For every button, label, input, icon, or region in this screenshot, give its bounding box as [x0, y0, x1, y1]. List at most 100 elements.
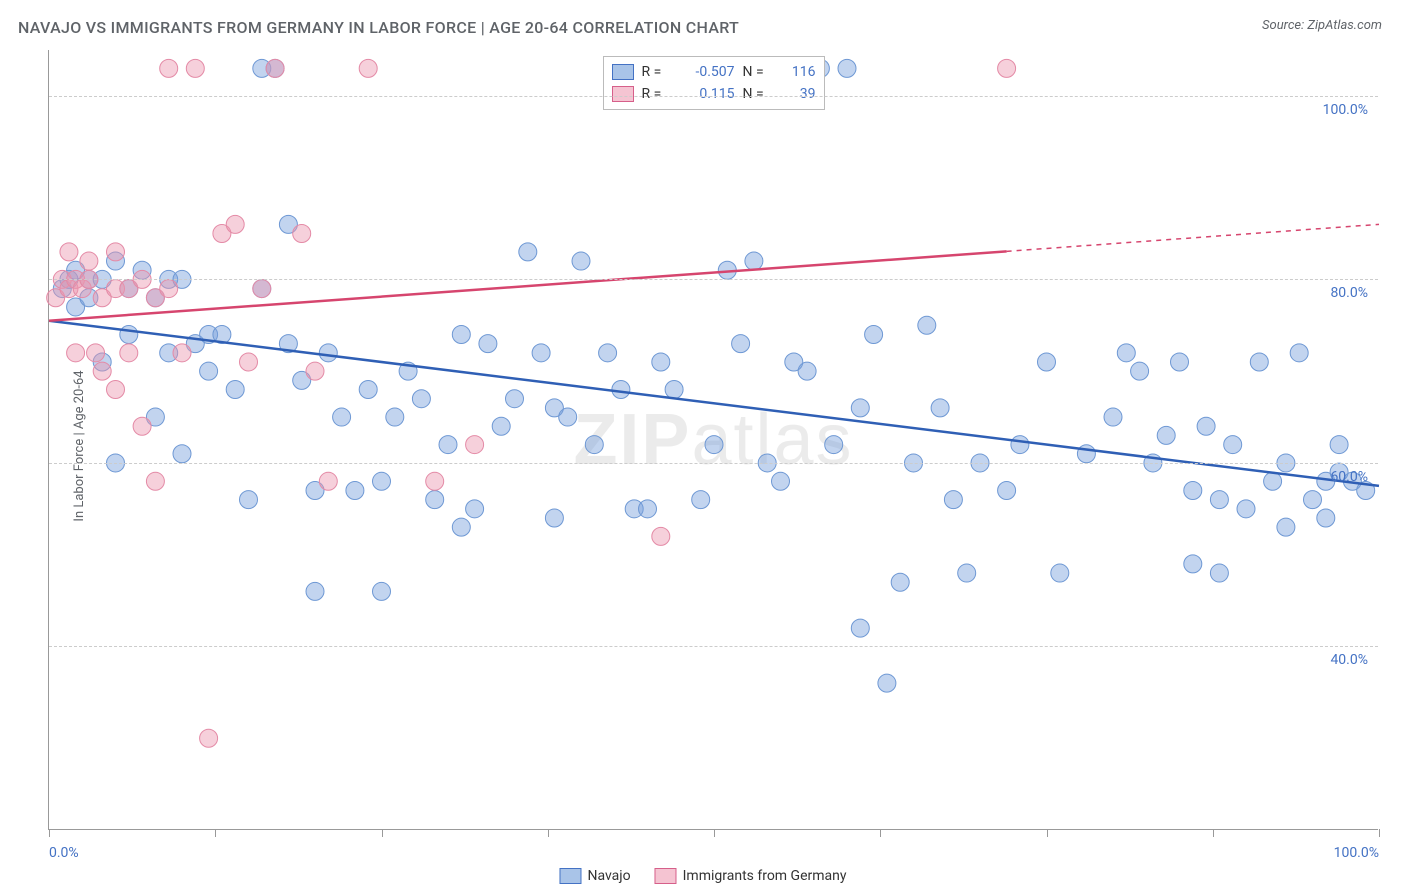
legend-row: R =0.115N =39	[612, 83, 816, 105]
scatter-point	[652, 353, 670, 371]
scatter-point	[466, 436, 484, 454]
scatter-point	[479, 335, 497, 353]
scatter-point	[160, 280, 178, 298]
x-tick	[880, 829, 881, 837]
legend-swatch	[612, 64, 634, 80]
x-tick	[1213, 829, 1214, 837]
legend-row: R =-0.507N =116	[612, 61, 816, 83]
scatter-point	[333, 408, 351, 426]
scatter-point	[439, 436, 457, 454]
y-tick-label: 80.0%	[1330, 285, 1368, 301]
scatter-point	[1224, 436, 1242, 454]
scatter-point	[851, 619, 869, 637]
scatter-point	[1237, 500, 1255, 518]
scatter-point	[772, 472, 790, 490]
scatter-point	[878, 674, 896, 692]
scatter-point	[146, 472, 164, 490]
scatter-point	[306, 582, 324, 600]
scatter-point	[545, 509, 563, 527]
scatter-point	[107, 381, 125, 399]
scatter-point	[1184, 481, 1202, 499]
scatter-point	[838, 59, 856, 77]
scatter-point	[851, 399, 869, 417]
legend-swatch	[559, 868, 581, 884]
scatter-point	[519, 243, 537, 261]
scatter-point	[253, 280, 271, 298]
scatter-point	[1264, 472, 1282, 490]
scatter-point	[1277, 518, 1295, 536]
scatter-point	[359, 59, 377, 77]
trend-line-dashed	[1007, 224, 1379, 251]
legend-swatch	[655, 868, 677, 884]
x-tick	[548, 829, 549, 837]
trend-line	[49, 321, 1379, 486]
scatter-point	[1104, 408, 1122, 426]
legend-r-label: R =	[642, 83, 672, 105]
scatter-point	[1077, 445, 1095, 463]
correlation-legend: R =-0.507N =116R =0.115N =39	[603, 56, 825, 110]
scatter-point	[1117, 344, 1135, 362]
trend-line	[49, 251, 1007, 320]
scatter-point	[1290, 344, 1308, 362]
scatter-point	[492, 417, 510, 435]
scatter-point	[745, 252, 763, 270]
scatter-point	[466, 500, 484, 518]
scatter-point	[1038, 353, 1056, 371]
scatter-point	[173, 445, 191, 463]
scatter-point	[426, 472, 444, 490]
legend-n-value: 116	[781, 61, 816, 83]
scatter-point	[1210, 491, 1228, 509]
scatter-point	[639, 500, 657, 518]
scatter-point	[120, 325, 138, 343]
scatter-point	[1184, 555, 1202, 573]
scatter-point	[732, 335, 750, 353]
x-tick-label: 0.0%	[49, 845, 79, 861]
scatter-point	[107, 243, 125, 261]
scatter-point	[452, 518, 470, 536]
x-tick	[49, 829, 50, 837]
scatter-point	[240, 353, 258, 371]
scatter-point	[585, 436, 603, 454]
series-legend: NavajoImmigrants from Germany	[559, 868, 846, 884]
legend-n-label: N =	[743, 83, 773, 105]
scatter-point	[532, 344, 550, 362]
scatter-point	[705, 436, 723, 454]
y-tick-label: 40.0%	[1330, 652, 1368, 668]
scatter-point	[200, 729, 218, 747]
scatter-point	[825, 436, 843, 454]
scatter-point	[612, 381, 630, 399]
scatter-point	[226, 381, 244, 399]
x-tick	[215, 829, 216, 837]
scatter-point	[319, 472, 337, 490]
scatter-point	[60, 243, 78, 261]
scatter-point	[572, 252, 590, 270]
scatter-point	[958, 564, 976, 582]
legend-r-label: R =	[642, 61, 672, 83]
scatter-point	[87, 344, 105, 362]
scatter-point	[426, 491, 444, 509]
scatter-point	[599, 344, 617, 362]
scatter-point	[306, 362, 324, 380]
scatter-point	[891, 573, 909, 591]
scatter-point	[293, 225, 311, 243]
scatter-point	[386, 408, 404, 426]
gridline	[49, 279, 1378, 280]
chart-svg	[49, 50, 1378, 829]
scatter-point	[160, 59, 178, 77]
legend-r-value: 0.115	[680, 83, 735, 105]
scatter-point	[944, 491, 962, 509]
x-tick-label: 100.0%	[1334, 845, 1379, 861]
scatter-point	[1171, 353, 1189, 371]
scatter-point	[1011, 436, 1029, 454]
scatter-point	[1250, 353, 1268, 371]
legend-label: Navajo	[587, 868, 630, 884]
scatter-point	[359, 381, 377, 399]
gridline	[49, 646, 1378, 647]
scatter-point	[1131, 362, 1149, 380]
plot-area: ZIPatlas R =-0.507N =116R =0.115N =39 40…	[48, 50, 1378, 830]
legend-r-value: -0.507	[680, 61, 735, 83]
scatter-point	[998, 59, 1016, 77]
source-label: Source: ZipAtlas.com	[1262, 18, 1382, 33]
scatter-point	[67, 344, 85, 362]
scatter-point	[1157, 426, 1175, 444]
